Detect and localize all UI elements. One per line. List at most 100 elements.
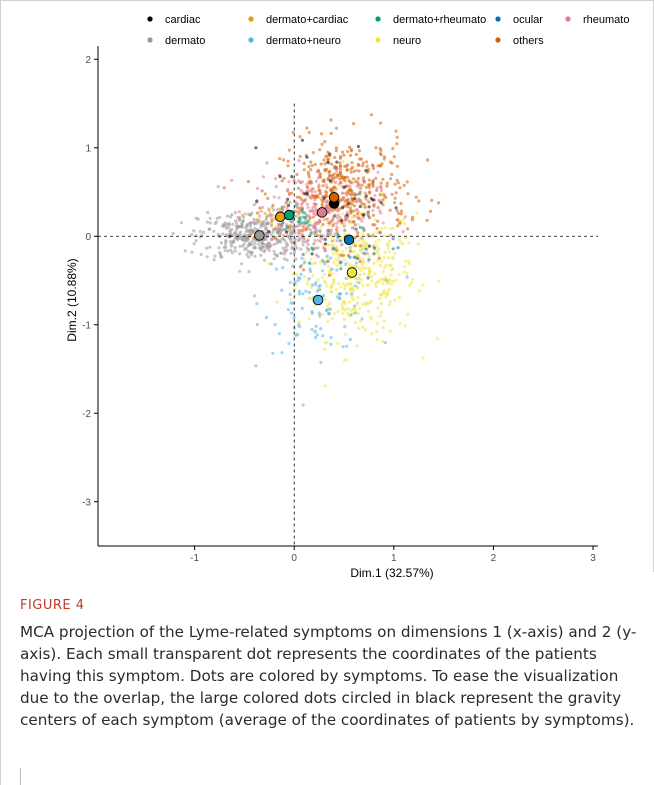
patient-dot [388,279,392,283]
patient-dot [282,158,286,162]
patient-dot [274,267,278,271]
y-tick-label: -2 [82,409,91,420]
patient-dot [294,214,299,218]
patient-dot [192,229,196,233]
patient-dot [316,278,320,282]
patient-dot [383,226,388,230]
patient-dot [340,218,344,222]
patient-dot [245,224,249,228]
patient-dot [284,227,288,231]
patient-dot [313,213,317,217]
patient-dot [334,288,338,292]
patient-dot [235,235,240,240]
patient-dot [313,230,317,234]
patient-dot [346,306,350,310]
patient-dot [335,160,339,164]
patient-dot [325,254,329,258]
patient-dot [360,247,365,251]
patient-dot [213,221,217,226]
patient-dot [313,283,318,287]
legend-swatch [375,37,381,43]
patient-dot [309,160,313,164]
patient-dot [293,280,298,284]
patient-dot [347,219,351,223]
patient-dot [353,311,357,315]
patient-dot [300,138,304,142]
patient-dot [390,267,395,271]
patient-dot [364,194,368,198]
patient-dot [299,247,303,251]
patient-dot [223,249,227,253]
patient-dot [303,260,307,264]
patient-dot [224,233,228,237]
patient-dot [343,232,347,236]
patient-dot [291,231,295,235]
patient-dot [375,244,379,248]
patient-dot [208,227,212,231]
patient-dot [340,243,344,247]
legend-swatch [147,16,153,22]
patient-dot [194,234,198,238]
patient-dot [384,195,388,200]
patient-dot [351,287,355,292]
patient-dot [291,130,295,134]
patient-dot [399,201,403,206]
patient-dot [262,220,266,224]
patient-dot [258,239,262,244]
patient-dot [281,221,285,225]
patient-dot [339,239,343,243]
patient-dot [318,172,323,176]
centroid-ocular [343,234,355,246]
patient-dot [289,251,293,256]
patient-dot [171,231,175,235]
patient-dot [313,190,317,194]
patient-dot [252,217,256,221]
patient-dot [357,183,361,187]
patient-dot [288,200,292,204]
patient-dot [240,213,245,217]
centroid-others [328,192,340,203]
patient-dot [381,203,385,207]
patient-dot [287,180,291,184]
patient-dot [217,246,221,250]
patient-dot [405,271,409,275]
patient-dot [338,167,342,171]
patient-dot [264,315,268,320]
patient-dot [375,321,379,326]
patient-dot [334,126,339,130]
patient-dot [314,179,318,183]
patient-dot [327,270,331,274]
patient-dot [385,184,389,188]
patient-dot [310,285,314,289]
patient-dot [259,253,263,257]
patient-dot [335,264,339,268]
patient-dot [382,266,387,270]
patient-dot [301,215,305,219]
patient-dot [323,162,327,166]
patient-dot [307,175,311,179]
patient-dot [384,278,388,282]
patient-dot [356,210,360,214]
patient-dot [354,152,358,157]
patient-dot [357,149,361,153]
patient-dot [379,189,383,193]
patient-dot [337,219,341,223]
patient-dot [356,253,360,257]
patient-dot [334,149,338,153]
patient-dot [342,317,346,321]
patient-dot [274,226,278,230]
patient-dot [275,241,279,245]
patient-dot [396,246,400,250]
patient-dot [360,263,364,267]
patient-dot [376,219,380,223]
patient-dot [286,197,290,201]
patient-dot [315,193,319,198]
patient-dot [249,224,253,228]
patient-dot [341,177,345,181]
patient-dot [226,249,230,253]
patient-dot [403,215,407,219]
patient-dot [356,223,361,227]
patient-dot [379,201,383,205]
patient-dot [269,222,273,226]
patient-dot [334,245,339,249]
